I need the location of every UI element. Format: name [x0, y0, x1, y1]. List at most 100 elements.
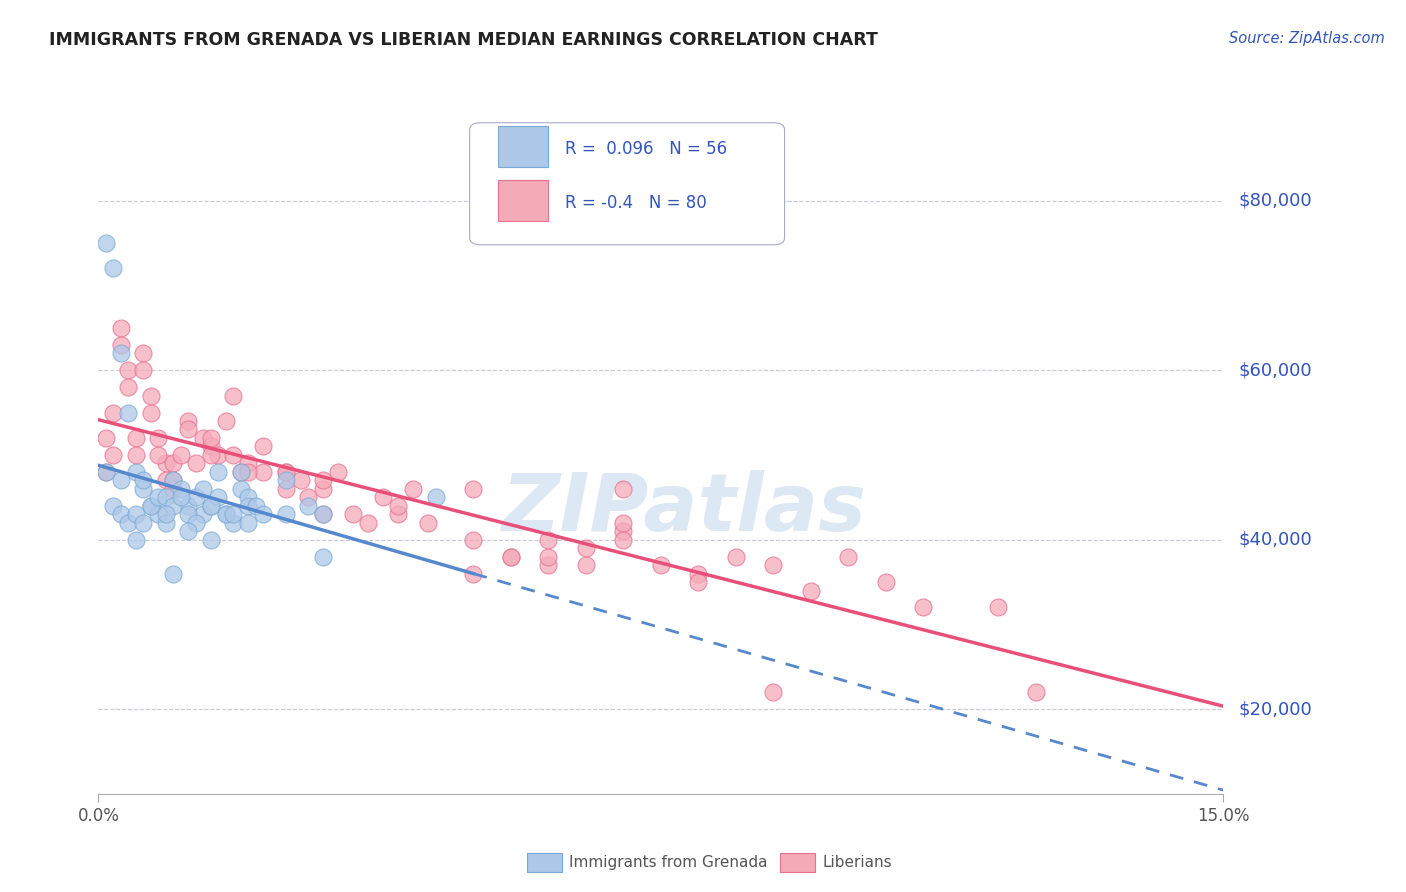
Point: [418, 516, 440, 530]
Point: [125, 465, 148, 479]
Point: [162, 473, 184, 487]
Point: [215, 414, 238, 428]
Point: [94, 465, 117, 479]
Point: [200, 440, 222, 453]
Point: [229, 465, 252, 479]
Point: [724, 549, 747, 564]
Point: [215, 507, 238, 521]
Point: [125, 507, 148, 521]
Point: [229, 465, 252, 479]
Point: [575, 541, 598, 555]
Point: [463, 566, 485, 581]
Point: [162, 456, 184, 471]
Point: [222, 507, 245, 521]
Point: [110, 507, 132, 521]
Point: [222, 389, 245, 403]
Point: [297, 499, 319, 513]
Point: [537, 549, 560, 564]
Point: [125, 431, 148, 445]
Point: [357, 516, 380, 530]
Point: [139, 405, 162, 419]
Point: [155, 516, 177, 530]
Text: Source: ZipAtlas.com: Source: ZipAtlas.com: [1229, 31, 1385, 46]
Point: [612, 533, 634, 547]
Point: [94, 465, 117, 479]
Point: [148, 490, 170, 504]
Text: Liberians: Liberians: [823, 855, 893, 870]
Point: [184, 490, 207, 504]
Point: [463, 482, 485, 496]
Point: [193, 507, 215, 521]
Point: [117, 516, 139, 530]
Point: [499, 549, 522, 564]
Point: [387, 507, 409, 521]
Point: [612, 524, 634, 538]
Point: [94, 431, 117, 445]
Point: [762, 558, 785, 573]
Point: [117, 405, 139, 419]
Point: [184, 516, 207, 530]
Point: [238, 490, 260, 504]
Point: [110, 337, 132, 351]
Point: [110, 346, 132, 360]
Point: [177, 414, 200, 428]
Point: [499, 549, 522, 564]
Point: [222, 516, 245, 530]
Point: [132, 363, 155, 377]
Point: [252, 440, 274, 453]
Text: R =  0.096   N = 56: R = 0.096 N = 56: [565, 139, 727, 158]
Point: [222, 448, 245, 462]
Point: [193, 431, 215, 445]
Point: [125, 533, 148, 547]
Point: [177, 507, 200, 521]
Point: [612, 482, 634, 496]
Point: [274, 482, 297, 496]
Point: [312, 507, 335, 521]
Point: [132, 482, 155, 496]
Point: [252, 465, 274, 479]
Point: [373, 490, 395, 504]
FancyBboxPatch shape: [470, 123, 785, 244]
Point: [312, 507, 335, 521]
Point: [290, 473, 312, 487]
FancyBboxPatch shape: [498, 126, 548, 167]
Point: [200, 533, 222, 547]
Point: [139, 389, 162, 403]
Point: [238, 499, 260, 513]
Point: [252, 507, 274, 521]
Point: [177, 499, 200, 513]
Point: [245, 499, 267, 513]
Point: [312, 473, 335, 487]
Point: [215, 507, 238, 521]
Point: [987, 600, 1010, 615]
Point: [139, 499, 162, 513]
Point: [110, 320, 132, 334]
Point: [200, 499, 222, 513]
Point: [1025, 685, 1047, 699]
Point: [193, 482, 215, 496]
Point: [200, 448, 222, 462]
Point: [463, 533, 485, 547]
Point: [274, 465, 297, 479]
Point: [155, 456, 177, 471]
Point: [155, 490, 177, 504]
Point: [238, 465, 260, 479]
Point: [207, 465, 229, 479]
Point: [148, 448, 170, 462]
Text: Immigrants from Grenada: Immigrants from Grenada: [569, 855, 768, 870]
Point: [274, 507, 297, 521]
Text: IMMIGRANTS FROM GRENADA VS LIBERIAN MEDIAN EARNINGS CORRELATION CHART: IMMIGRANTS FROM GRENADA VS LIBERIAN MEDI…: [49, 31, 879, 49]
FancyBboxPatch shape: [498, 180, 548, 221]
Text: $40,000: $40,000: [1239, 531, 1312, 549]
Point: [387, 499, 409, 513]
Point: [612, 516, 634, 530]
Point: [200, 499, 222, 513]
Text: $60,000: $60,000: [1239, 361, 1312, 379]
Point: [238, 516, 260, 530]
Point: [575, 558, 598, 573]
Point: [155, 507, 177, 521]
Point: [162, 499, 184, 513]
Point: [94, 235, 117, 250]
Point: [139, 499, 162, 513]
Point: [800, 583, 823, 598]
